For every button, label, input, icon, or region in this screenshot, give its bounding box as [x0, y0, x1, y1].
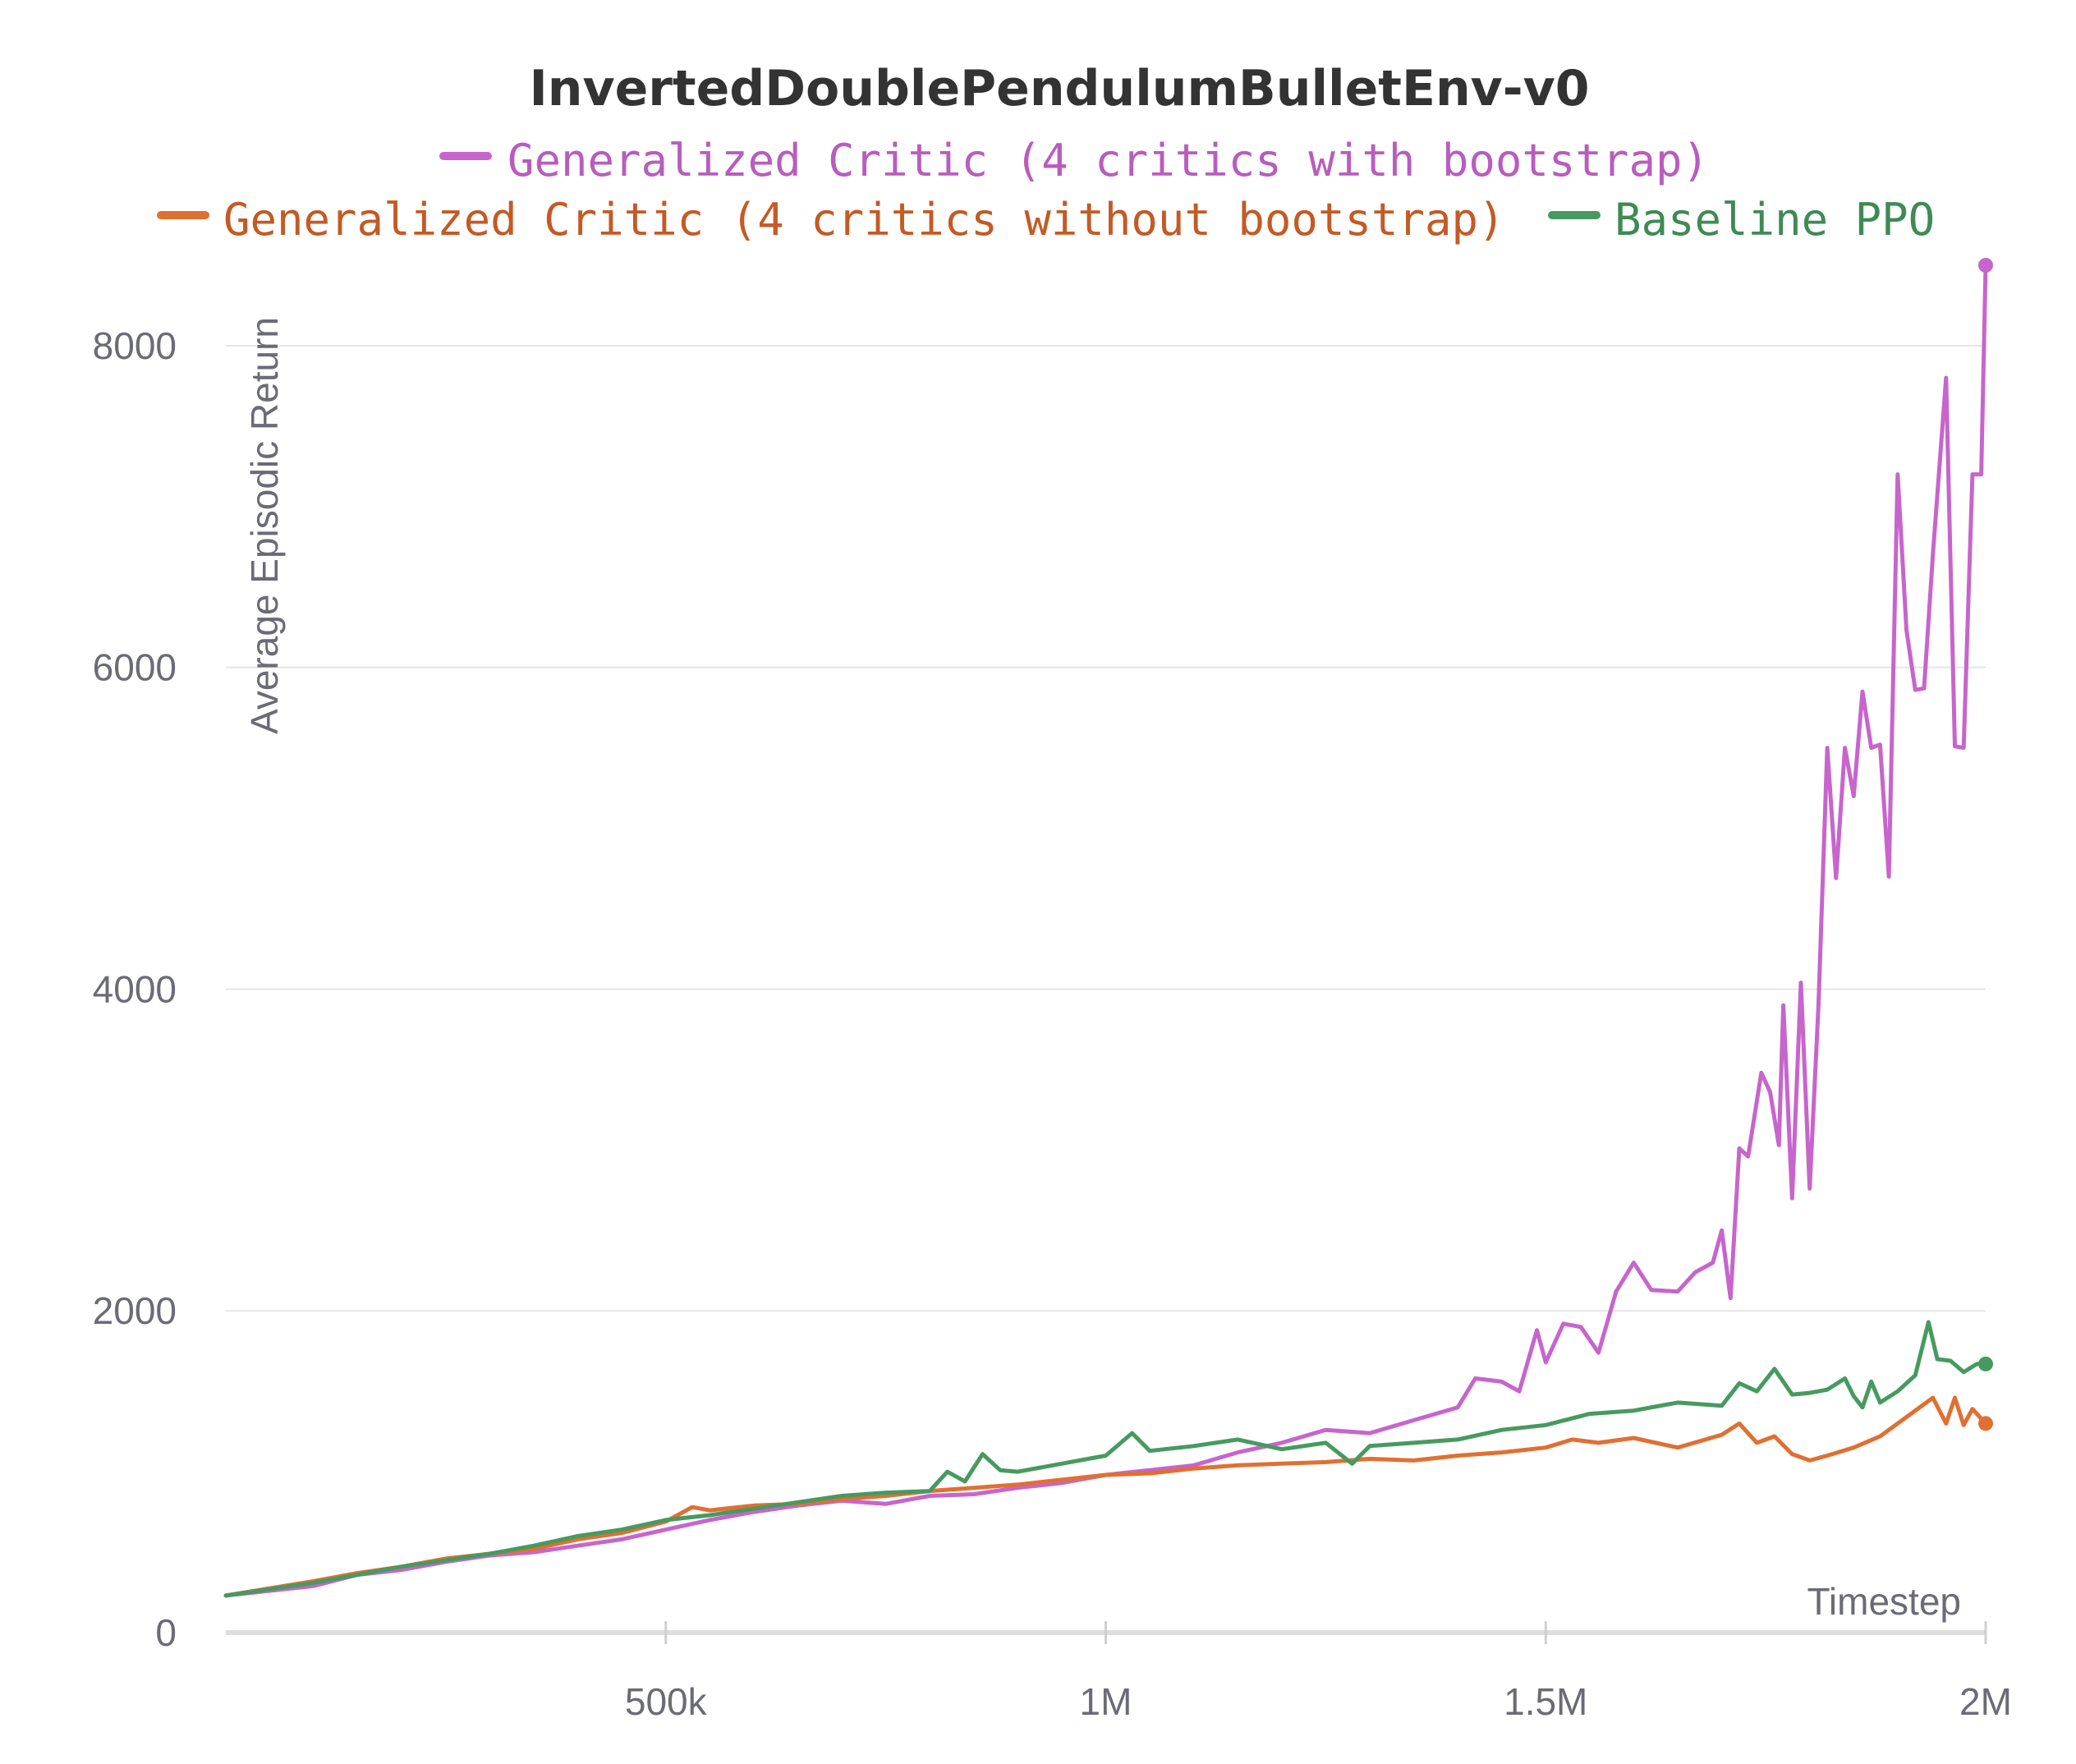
y-tick-label-4000: 4000: [93, 967, 177, 1010]
x-tick-label-1.5M: 1.5M: [1504, 1680, 1587, 1723]
y-axis-label: Average Episodic Return: [243, 317, 286, 734]
series-endpoint-baseline-ppo: [1978, 1356, 1993, 1371]
x-tick-label-1M: 1M: [1080, 1680, 1132, 1723]
series-endpoint-generalized-critic-4-critics-with-bootstrap: [1978, 258, 1993, 273]
legend-entry-without-bootstrap: Generalized Critic (4 critics without bo…: [223, 194, 1505, 246]
series-endpoint-generalized-critic-4-critics-without-bootstrap: [1978, 1416, 1993, 1431]
series-line-baseline-ppo: [223, 1320, 1988, 1598]
y-tick-label-2000: 2000: [93, 1289, 177, 1332]
grid: [226, 344, 1986, 1312]
chart-title: InvertedDoublePendulumBulletEnv-v0: [529, 60, 1589, 117]
legend-entry-with-bootstrap: Generalized Critic (4 critics with boots…: [508, 135, 1709, 186]
series-line-generalized-critic-4-critics-with-bootstrap: [223, 263, 1988, 1598]
series-line-generalized-critic-4-critics-without-bootstrap: [223, 1395, 1988, 1598]
y-tick-label-0: 0: [155, 1611, 177, 1654]
x-axis-label: Timestep: [1807, 1580, 1961, 1623]
x-axis: 500k 1M 1.5M 2M: [226, 1621, 2012, 1723]
y-axis: 0 2000 4000 6000 8000: [93, 324, 177, 1654]
y-tick-label-8000: 8000: [93, 324, 177, 367]
series: [223, 258, 1993, 1598]
legend-entry-baseline-ppo: Baseline PPO: [1614, 194, 1935, 246]
x-tick-label-2M: 2M: [1959, 1680, 2012, 1723]
y-tick-label-6000: 6000: [93, 646, 177, 689]
x-tick-label-500k: 500k: [625, 1680, 708, 1723]
legend: Generalized Critic (4 critics with boots…: [157, 135, 1935, 246]
